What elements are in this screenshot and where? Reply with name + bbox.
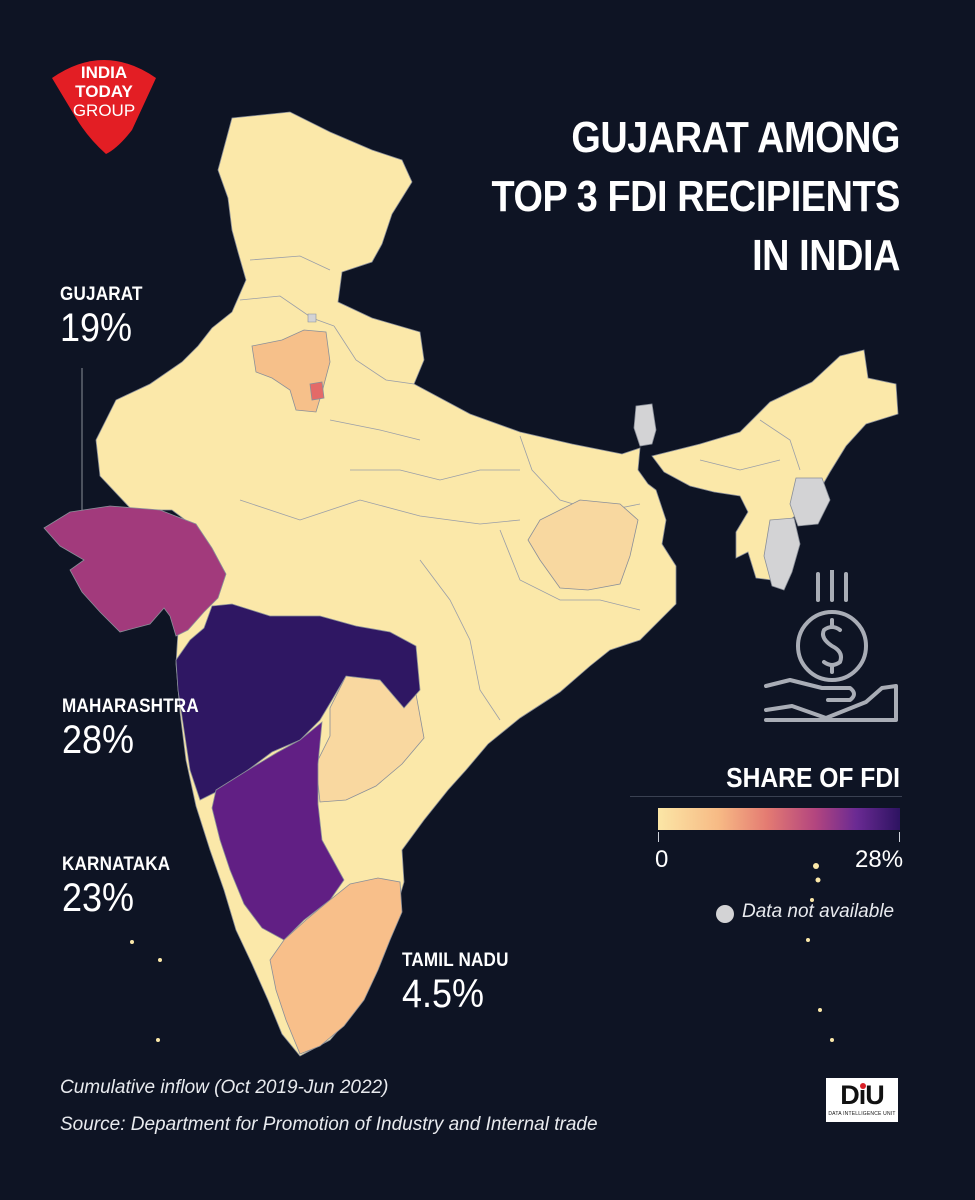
maharashtra-region [175, 603, 421, 801]
gujarat-value: 19% [60, 306, 133, 350]
maharashtra-label: MAHARASHTRA [62, 696, 199, 717]
title-line-3: IN INDIA [752, 231, 900, 280]
maharashtra-callout: MAHARASHTRA 28% [62, 696, 214, 763]
chandigarh-region [307, 313, 317, 323]
data-not-available-swatch [716, 905, 734, 923]
tamil-nadu-label: TAMIL NADU [402, 950, 509, 971]
legend-divider [630, 796, 902, 797]
karnataka-region [211, 721, 345, 941]
legend-tick-min [658, 832, 659, 842]
maharashtra-value: 28% [62, 718, 135, 762]
mizoram-region [763, 517, 801, 591]
legend-color-scale [658, 808, 900, 830]
india-today-group-logo: INDIA TODAY GROUP [48, 48, 160, 156]
islands [130, 863, 834, 1042]
state-boundaries [239, 255, 801, 721]
sikkim-region [633, 403, 657, 447]
legend-max-label: 28% [855, 846, 904, 873]
page-title: GUJARAT AMONG TOP 3 FDI RECIPIENTS IN IN… [453, 108, 901, 285]
karnataka-label: KARNATAKA [62, 854, 171, 875]
svg-text:TODAY: TODAY [75, 82, 133, 101]
haryana-region [251, 329, 331, 413]
gujarat-region [43, 505, 227, 637]
gujarat-label: GUJARAT [60, 284, 143, 305]
tamil-nadu-callout: TAMIL NADU 4.5% [402, 950, 520, 1017]
source-note: Source: Department for Promotion of Indu… [60, 1114, 598, 1135]
data-not-available-label: Data not available [742, 901, 895, 922]
svg-text:INDIA: INDIA [81, 63, 127, 82]
money-hand-icon [764, 570, 898, 722]
karnataka-callout: KARNATAKA 23% [62, 854, 182, 921]
manipur-region [789, 477, 831, 527]
diu-logo-dot [860, 1083, 866, 1089]
period-note: Cumulative inflow (Oct 2019-Jun 2022) [60, 1077, 389, 1098]
diu-logo-subtext: DATA INTELLIGENCE UNIT [828, 1111, 896, 1117]
jharkhand-region [527, 499, 639, 591]
legend-title: SHARE OF FDI [726, 762, 900, 793]
legend-min-label: 0 [655, 846, 669, 873]
tamil-nadu-value: 4.5% [402, 972, 485, 1016]
diu-logo: DiU DATA INTELLIGENCE UNIT [826, 1078, 898, 1122]
title-line-2: TOP 3 FDI RECIPIENTS [491, 172, 901, 221]
tamil-nadu-region [269, 877, 403, 1055]
svg-text:GROUP: GROUP [73, 101, 135, 120]
delhi-region [309, 381, 325, 401]
karnataka-value: 23% [62, 876, 135, 920]
gujarat-callout: GUJARAT 19% [60, 284, 152, 351]
title-line-1: GUJARAT AMONG [571, 113, 900, 162]
legend-tick-max [899, 832, 900, 842]
